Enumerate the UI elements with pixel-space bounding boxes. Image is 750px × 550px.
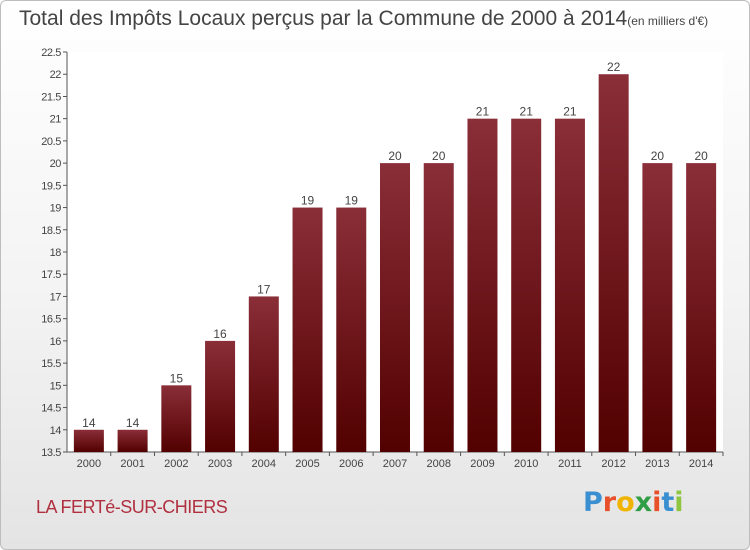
bar [554,118,585,453]
bar-value-label: 14 [82,416,96,430]
bar [73,429,104,452]
commune-name: LA FERTé-SUR-CHIERS [36,497,228,517]
x-tick-label: 2000 [77,458,101,470]
x-tick-label: 2006 [339,458,363,470]
bar [380,163,410,452]
chart-title: Total des Impôts Locaux perçus par la Co… [19,7,708,31]
y-tick-label: 15 [50,380,62,392]
bar-value-label: 19 [301,194,315,208]
logo-letter: P [583,487,603,518]
x-tick-label: 2007 [383,458,407,470]
y-tick-label: 15.5 [41,358,61,370]
logo-letter: i [674,487,684,518]
y-tick-label: 21 [50,114,62,126]
x-tick-label: 2011 [558,458,582,470]
bar [292,207,323,452]
logo-letter: r [602,487,617,518]
bar-value-label: 20 [388,149,402,163]
x-tick-label: 2002 [164,458,188,470]
bar [686,163,717,452]
logo-letter: x [634,487,653,518]
x-tick-label: 2013 [645,458,669,470]
y-tick-label: 17.5 [41,269,61,281]
x-tick-label: 2004 [252,458,276,470]
x-tick-label: 2012 [601,458,625,470]
logo-letter: o [616,487,635,518]
bar-value-label: 21 [476,105,490,119]
proxiti-logo[interactable]: Proxiti [583,487,684,518]
x-tick-label: 2003 [208,458,232,470]
x-tick-label: 2008 [426,458,450,470]
bar [511,118,542,453]
chart-title-text: Total des Impôts Locaux perçus par la Co… [19,7,628,30]
bar-value-label: 15 [170,371,184,385]
y-tick-label: 19 [50,203,62,215]
y-tick-label: 14 [50,425,62,437]
logo-letter: t [661,487,675,518]
bar [205,340,236,452]
y-tick-label: 17 [50,291,62,303]
x-tick-label: 2009 [470,458,494,470]
x-tick-label: 2005 [295,458,319,470]
logo-letter: i [652,487,662,518]
bar-value-label: 20 [651,149,665,163]
y-tick-label: 14.5 [41,403,61,415]
y-tick-label: 22.5 [41,47,61,59]
x-tick-label: 2014 [689,458,713,470]
bar [336,207,367,452]
y-tick-label: 19.5 [41,180,61,192]
y-tick-label: 22 [50,69,62,81]
bar-value-label: 21 [520,105,534,119]
chart-subtitle: (en milliers d'€) [627,14,709,28]
bar [117,429,148,452]
bar-value-label: 20 [432,149,446,163]
bar [423,163,454,452]
bar-value-label: 16 [213,327,227,341]
x-tick-label: 2001 [120,458,144,470]
y-tick-label: 18 [50,247,62,259]
y-tick-label: 21.5 [41,91,61,103]
y-tick-label: 16.5 [41,314,61,326]
bar [248,296,279,452]
y-tick-label: 20.5 [41,136,61,148]
bar-value-label: 21 [563,105,577,119]
bar-value-label: 14 [126,416,140,430]
bar [598,74,629,452]
bar-value-label: 22 [607,60,621,74]
bar-value-label: 17 [257,282,271,296]
y-tick-label: 16 [50,336,62,348]
bar [642,163,673,452]
bar [467,118,498,453]
y-tick-label: 13.5 [41,447,61,459]
bar-value-label: 19 [345,194,359,208]
bar [161,385,192,452]
bar-value-label: 20 [694,149,708,163]
y-tick-label: 20 [50,158,62,170]
x-tick-label: 2010 [514,458,538,470]
y-tick-label: 18.5 [41,225,61,237]
